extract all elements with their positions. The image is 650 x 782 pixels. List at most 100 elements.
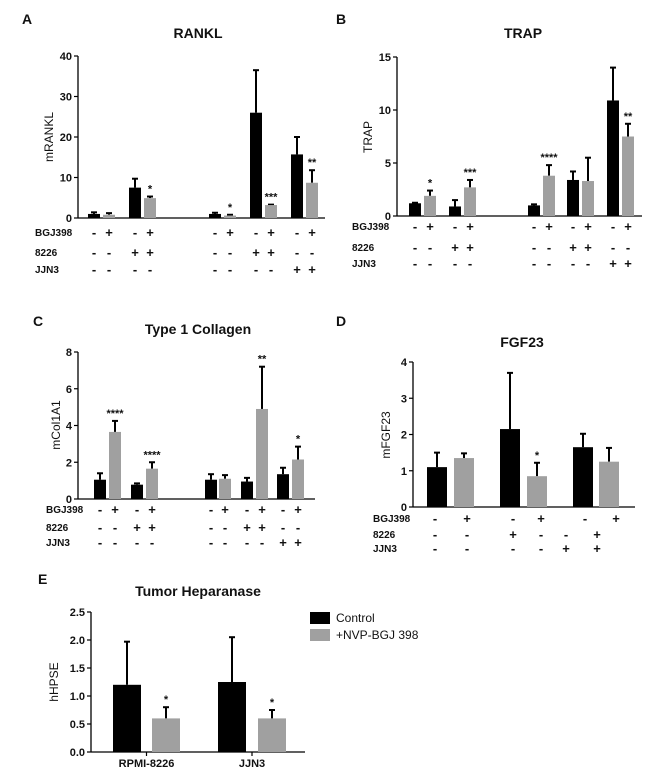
condition-label: 8226 [35, 248, 58, 259]
plus-sign: + [221, 502, 229, 517]
panel-letter: B [336, 11, 346, 27]
minus-sign: - [135, 502, 139, 517]
minus-sign: - [511, 541, 515, 556]
plus-sign: + [451, 240, 459, 255]
y-axis-label: TRAP [361, 121, 375, 153]
minus-sign: - [564, 527, 568, 542]
minus-sign: - [626, 240, 630, 255]
minus-sign: - [586, 256, 590, 271]
plus-sign: + [545, 219, 553, 234]
y-tick-label: 5 [385, 158, 391, 170]
plus-sign: + [293, 262, 301, 277]
condition-label: JJN3 [352, 259, 376, 270]
bar-treated [306, 182, 318, 218]
minus-sign: - [98, 535, 102, 550]
minus-sign: - [245, 535, 249, 550]
minus-sign: - [611, 219, 615, 234]
plus-sign: + [308, 262, 316, 277]
bar-treated [599, 461, 619, 507]
bar-control [449, 206, 461, 216]
significance-label: * [228, 202, 233, 214]
minus-sign: - [281, 502, 285, 517]
plus-sign: + [624, 219, 632, 234]
plus-sign: + [562, 541, 570, 556]
plus-sign: + [466, 219, 474, 234]
bar-treated [543, 175, 555, 216]
plus-sign: + [133, 520, 141, 535]
y-tick-label: 2.5 [70, 607, 85, 619]
bar-control [567, 179, 579, 216]
condition-label: JJN3 [46, 538, 70, 549]
bar-control [291, 154, 303, 218]
bar-control [218, 682, 246, 752]
y-tick-label: 6 [66, 384, 72, 396]
y-tick-label: 0 [401, 502, 407, 514]
legend-label: Control [336, 611, 375, 625]
minus-sign: - [310, 245, 314, 260]
significance-label: *** [464, 167, 478, 179]
minus-sign: - [433, 527, 437, 542]
significance-label: * [148, 184, 153, 196]
plus-sign: + [111, 502, 119, 517]
plus-sign: + [463, 511, 471, 526]
condition-label: BGJ398 [352, 222, 390, 233]
minus-sign: - [107, 262, 111, 277]
bar-treated [424, 195, 436, 216]
minus-sign: - [571, 219, 575, 234]
bar-control [607, 100, 619, 216]
bar-control [209, 213, 221, 218]
plus-sign: + [569, 240, 577, 255]
y-tick-label: 40 [60, 51, 72, 63]
legend-swatch [310, 629, 330, 641]
plus-sign: + [267, 245, 275, 260]
minus-sign: - [209, 535, 213, 550]
plus-sign: + [466, 240, 474, 255]
minus-sign: - [113, 535, 117, 550]
significance-label: *** [265, 192, 279, 204]
bar-treated [622, 136, 634, 216]
plus-sign: + [131, 245, 139, 260]
minus-sign: - [532, 240, 536, 255]
panel-letter: E [38, 571, 47, 587]
x-tick-label: RPMI-8226 [119, 758, 175, 770]
bar-control [528, 205, 540, 216]
minus-sign: - [92, 262, 96, 277]
minus-sign: - [532, 219, 536, 234]
y-tick-label: 2 [66, 457, 72, 469]
plus-sign: + [105, 225, 113, 240]
y-tick-label: 4 [66, 421, 73, 433]
minus-sign: - [228, 262, 232, 277]
panel-E: E Tumor Heparanase hHPSE 0.0 0.5 1.0 1.5 2.0 2.5… [38, 571, 419, 770]
y-tick-label: 0 [385, 211, 391, 223]
y-tick-label: 20 [60, 132, 72, 144]
minus-sign: - [260, 535, 264, 550]
y-tick-label: 30 [60, 92, 72, 104]
minus-sign: - [150, 535, 154, 550]
plus-sign: + [584, 219, 592, 234]
condition-label: BGJ398 [35, 228, 73, 239]
significance-label: ** [308, 157, 317, 169]
panel-letter: C [33, 313, 43, 329]
minus-sign: - [98, 502, 102, 517]
chart-title: RANKL [174, 25, 223, 41]
y-tick-label: 3 [401, 393, 407, 405]
bar-treated [464, 187, 476, 216]
bar-treated [152, 718, 180, 752]
minus-sign: - [213, 245, 217, 260]
legend-swatch [310, 612, 330, 624]
y-tick-label: 4 [401, 357, 408, 369]
chart-title: TRAP [504, 25, 542, 41]
plus-sign: + [243, 520, 251, 535]
significance-label: * [535, 450, 540, 462]
bar-control [573, 447, 593, 507]
significance-label: **** [143, 449, 161, 461]
bar-control [241, 481, 253, 499]
legend-label: +NVP-BGJ 398 [336, 628, 419, 642]
bar-treated [256, 408, 268, 499]
minus-sign: - [511, 511, 515, 526]
minus-sign: - [213, 225, 217, 240]
bar-treated [103, 214, 115, 218]
minus-sign: - [413, 256, 417, 271]
